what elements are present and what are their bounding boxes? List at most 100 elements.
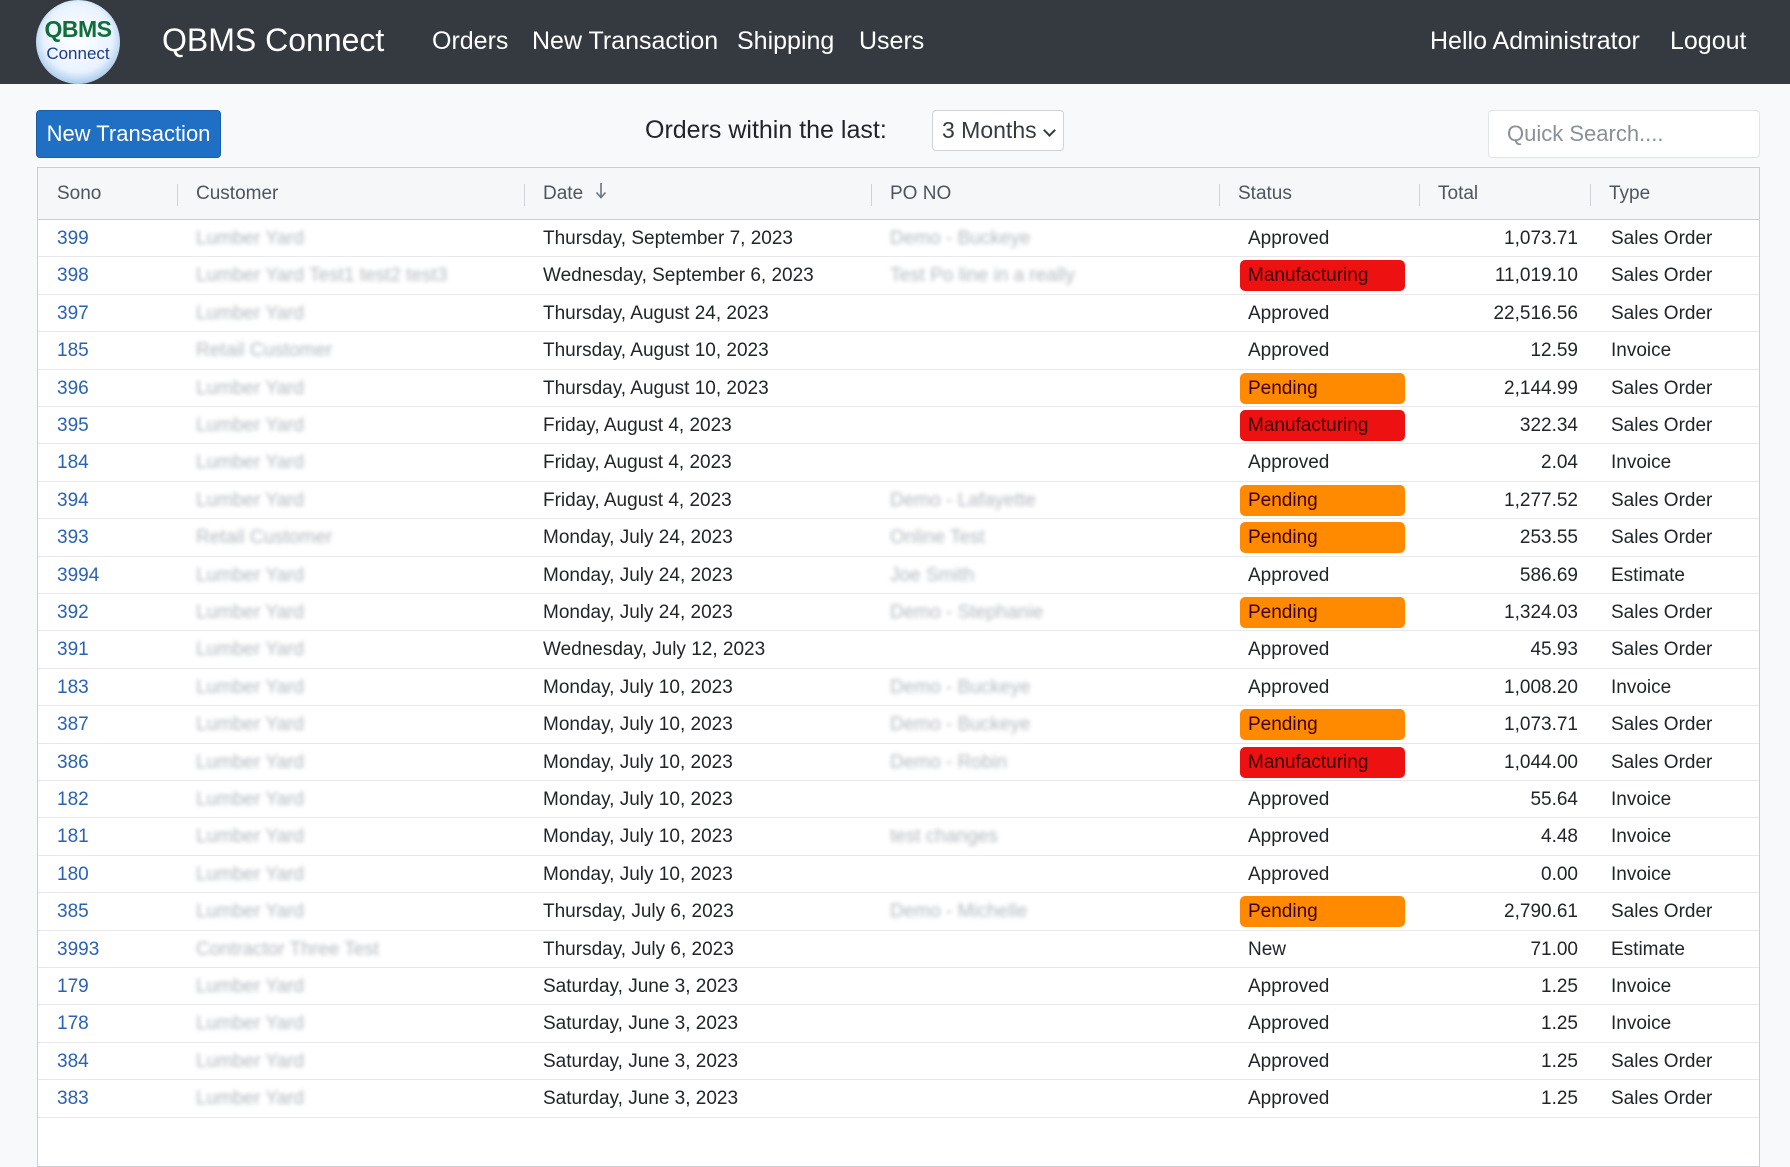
column-header-total[interactable]: Total xyxy=(1419,168,1591,220)
table-row[interactable]: 185 Retail Customer Thursday, August 10, 2… xyxy=(38,332,1759,370)
sono-link[interactable]: 385 xyxy=(57,901,89,923)
sort-descending-icon[interactable] xyxy=(595,182,607,205)
customer-cell: Lumber Yard xyxy=(196,826,305,848)
column-header-type[interactable]: Type xyxy=(1590,168,1760,220)
type-cell: Estimate xyxy=(1611,938,1685,960)
total-cell: 586.69 xyxy=(1519,564,1578,586)
column-header-sono[interactable]: Sono xyxy=(57,183,102,204)
total-cell: 2,144.99 xyxy=(1504,377,1578,399)
table-row[interactable]: 180 Lumber Yard Monday, July 10, 2023 Appro… xyxy=(38,856,1759,894)
sono-link[interactable]: 387 xyxy=(57,714,89,736)
sono-link[interactable]: 185 xyxy=(57,340,89,362)
table-row[interactable]: 181 Lumber Yard Monday, July 10, 2023 test … xyxy=(38,818,1759,856)
nav-orders[interactable]: Orders xyxy=(432,27,509,55)
table-row[interactable]: 399 Lumber Yard Thursday, September 7, 202… xyxy=(38,220,1759,258)
po-number-cell: Demo - Buckeye xyxy=(890,228,1031,249)
sono-link[interactable]: 391 xyxy=(57,639,89,661)
po-number-cell: Joe Smith xyxy=(890,564,975,586)
nav-new-transaction[interactable]: New Transaction xyxy=(532,27,719,55)
column-header-status[interactable]: Status xyxy=(1219,168,1419,220)
date-cell: Wednesday, September 6, 2023 xyxy=(543,265,814,287)
customer-cell: Lumber Yard xyxy=(196,1013,305,1035)
status-cell: Approved xyxy=(1248,564,1330,586)
table-row[interactable]: 179 Lumber Yard Saturday, June 3, 2023 Appr… xyxy=(38,968,1759,1006)
status-cell: Approved xyxy=(1248,1050,1330,1072)
status-cell: Manufacturing xyxy=(1248,265,1369,287)
sono-link[interactable]: 181 xyxy=(57,826,89,848)
sono-link[interactable]: 183 xyxy=(57,676,89,698)
sono-link[interactable]: 3994 xyxy=(57,564,100,586)
sono-link[interactable]: 179 xyxy=(57,976,89,997)
sono-link[interactable]: 386 xyxy=(57,751,89,773)
sono-link[interactable]: 392 xyxy=(57,602,89,623)
column-header-po-no[interactable]: PO NO xyxy=(871,168,1219,220)
logout-link[interactable]: Logout xyxy=(1670,27,1747,55)
table-row[interactable]: 396 Lumber Yard Thursday, August 10, 2023 P… xyxy=(38,370,1759,407)
qbms-logo[interactable]: QBMS Connect xyxy=(36,0,120,84)
table-row[interactable]: 392 Lumber Yard Monday, July 24, 2023 Demo … xyxy=(38,594,1759,632)
sono-link[interactable]: 396 xyxy=(57,377,89,399)
table-row[interactable]: 386 Lumber Yard Monday, July 10, 2023 Demo … xyxy=(38,744,1759,781)
sono-link[interactable]: 383 xyxy=(57,1088,89,1110)
table-row[interactable]: 3993 Contractor Three Test Thursday, July … xyxy=(38,931,1759,968)
status-cell: Pending xyxy=(1248,602,1318,623)
table-row[interactable]: 183 Lumber Yard Monday, July 10, 2023 Demo … xyxy=(38,669,1759,707)
po-number-cell: Demo - Buckeye xyxy=(890,676,1031,698)
column-header-date[interactable]: Date xyxy=(524,168,872,220)
nav-shipping[interactable]: Shipping xyxy=(737,27,835,55)
table-row[interactable]: 387 Lumber Yard Monday, July 10, 2023 Demo … xyxy=(38,706,1759,744)
status-badge xyxy=(1240,484,1405,516)
type-cell: Sales Order xyxy=(1611,527,1713,549)
po-number-cell: Demo - Michelle xyxy=(890,901,1028,923)
column-header-customer[interactable]: Customer xyxy=(177,168,525,220)
table-row[interactable]: 398 Lumber Yard Test1 test2 test3 Wednesda… xyxy=(38,257,1759,295)
sono-link[interactable]: 182 xyxy=(57,789,89,810)
date-cell: Saturday, June 3, 2023 xyxy=(543,1013,739,1035)
sono-link[interactable]: 184 xyxy=(57,452,89,474)
nav-users[interactable]: Users xyxy=(859,27,925,55)
total-cell: 4.48 xyxy=(1541,826,1578,848)
sono-link[interactable]: 384 xyxy=(57,1050,89,1072)
status-cell: New xyxy=(1248,938,1287,960)
table-row[interactable]: 182 Lumber Yard Monday, July 10, 2023 Appro… xyxy=(38,781,1759,819)
table-row[interactable]: 393 Retail Customer Monday, July 24, 2023 O… xyxy=(38,519,1759,557)
table-row[interactable]: 394 Lumber Yard Friday, August 4, 2023 Demo… xyxy=(38,482,1759,520)
customer-cell: Lumber Yard xyxy=(196,676,305,698)
status-badge xyxy=(1240,522,1405,554)
sono-link[interactable]: 180 xyxy=(57,863,89,885)
sono-link[interactable]: 178 xyxy=(57,1013,89,1035)
sono-link[interactable]: 393 xyxy=(57,527,89,549)
date-cell: Saturday, June 3, 2023 xyxy=(543,1050,739,1072)
date-range-select[interactable]: 3 Months xyxy=(932,110,1064,151)
status-badge xyxy=(1240,597,1405,628)
customer-cell: Lumber Yard xyxy=(196,228,305,249)
sono-link[interactable]: 399 xyxy=(57,228,89,249)
customer-cell: Lumber Yard xyxy=(196,976,305,997)
sono-link[interactable]: 397 xyxy=(57,302,89,324)
sono-link[interactable]: 3993 xyxy=(57,938,100,960)
table-row[interactable]: 184 Lumber Yard Friday, August 4, 2023 Appr… xyxy=(38,444,1759,482)
sono-link[interactable]: 398 xyxy=(57,265,89,287)
table-row[interactable]: 391 Lumber Yard Wednesday, July 12, 2023 Ap… xyxy=(38,631,1759,669)
table-row[interactable]: 383 Lumber Yard Saturday, June 3, 2023 Appr… xyxy=(38,1080,1759,1118)
total-cell: 1,073.71 xyxy=(1504,228,1578,249)
quick-search-input[interactable] xyxy=(1488,110,1760,158)
new-transaction-button[interactable]: New Transaction xyxy=(36,110,221,158)
table-row[interactable]: 397 Lumber Yard Thursday, August 24, 2023 A… xyxy=(38,295,1759,333)
status-cell: Approved xyxy=(1248,452,1330,474)
status-cell: Approved xyxy=(1248,228,1330,249)
sono-link[interactable]: 394 xyxy=(57,489,89,511)
total-cell: 71.00 xyxy=(1530,938,1578,960)
logo-text-bottom: Connect xyxy=(46,44,110,63)
table-row[interactable]: 384 Lumber Yard Saturday, June 3, 2023 Appr… xyxy=(38,1043,1759,1081)
type-cell: Sales Order xyxy=(1611,415,1713,436)
table-row[interactable]: 3994 Lumber Yard Monday, July 24, 2023 Joe … xyxy=(38,557,1759,594)
customer-cell: Lumber Yard xyxy=(196,639,305,661)
sono-link[interactable]: 395 xyxy=(57,415,89,436)
table-row[interactable]: 385 Lumber Yard Thursday, July 6, 2023 Demo… xyxy=(38,893,1759,931)
brand-title[interactable]: QBMS Connect xyxy=(162,22,385,58)
customer-cell: Retail Customer xyxy=(196,527,333,549)
table-row[interactable]: 395 Lumber Yard Friday, August 4, 2023 Manu… xyxy=(38,407,1759,445)
status-cell: Approved xyxy=(1248,302,1330,324)
table-row[interactable]: 178 Lumber Yard Saturday, June 3, 2023 Appr… xyxy=(38,1005,1759,1043)
